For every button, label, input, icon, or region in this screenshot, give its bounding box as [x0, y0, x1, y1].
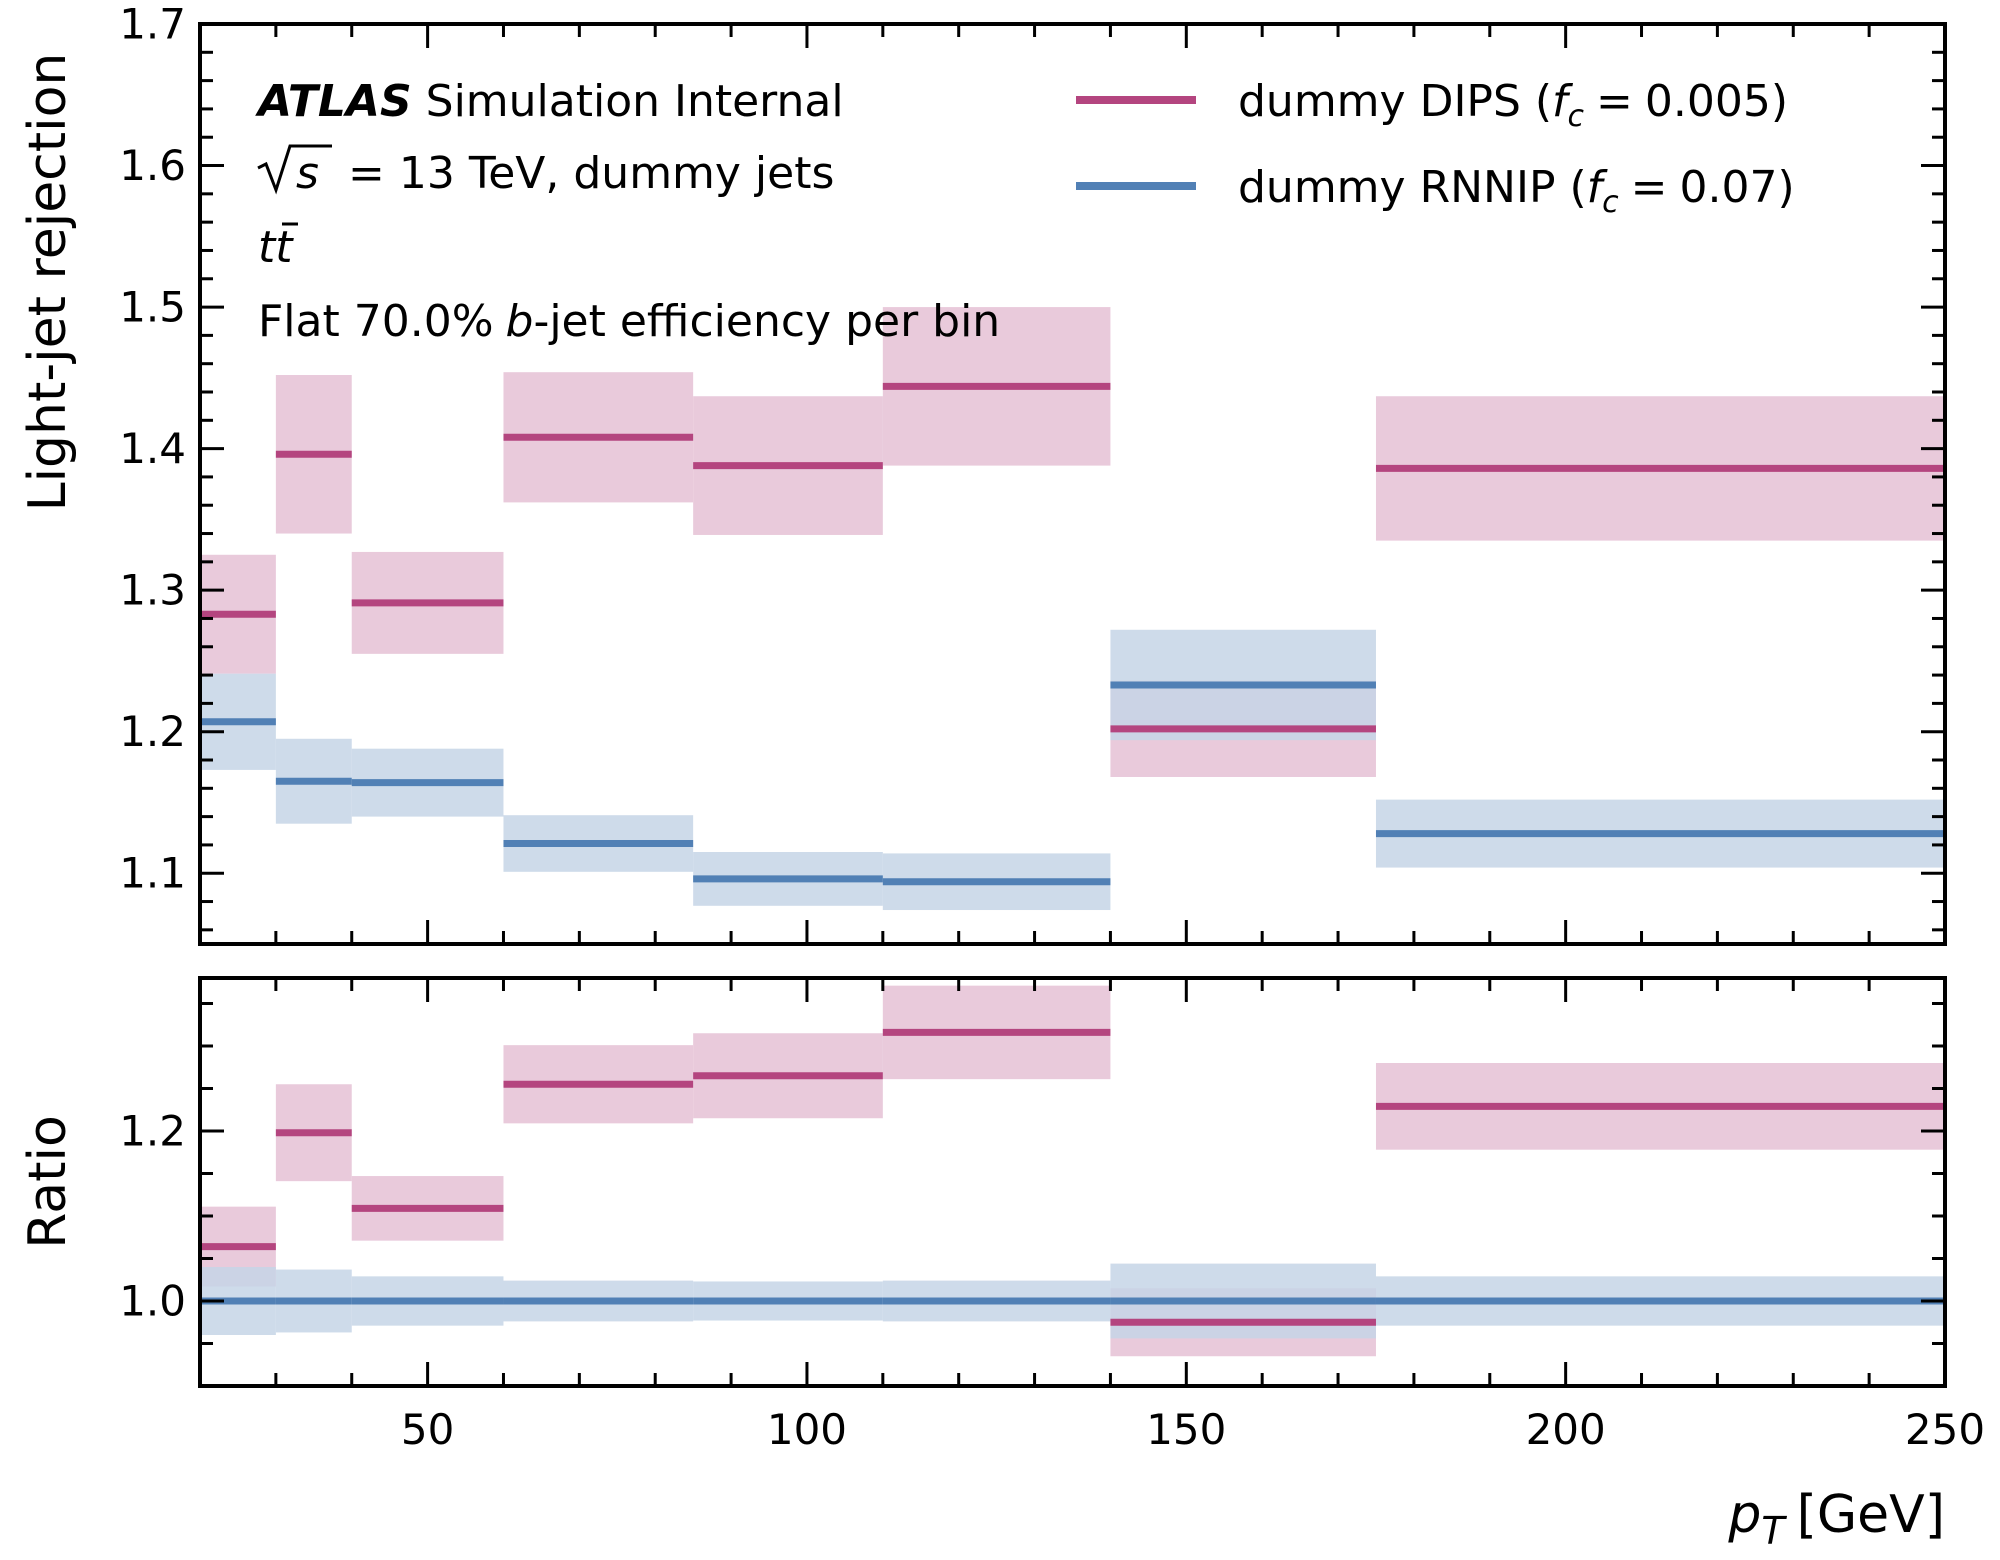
- svg-text:= 13 TeV, dummy jets: = 13 TeV, dummy jets: [348, 148, 834, 199]
- x-tick-label: 50: [401, 1405, 454, 1454]
- ratio-ytick-label: 1.0: [119, 1277, 186, 1326]
- ratio-panel-frame: [198, 976, 1947, 1388]
- legend-entry-rnnip: dummy RNNIP (fc = 0.07): [1238, 162, 1795, 220]
- top-ytick-label: 1.4: [119, 424, 186, 473]
- ratio-y-axis-label: Ratio: [18, 1115, 78, 1249]
- ratio-panel-ticks: [198, 978, 1947, 1388]
- top-panel-lines: [200, 382, 1945, 886]
- ratio-ytick-label: 1.2: [119, 1107, 186, 1156]
- top-ytick-label: 1.1: [119, 849, 186, 898]
- sqrt-symbol: [257, 144, 332, 195]
- top-ytick-label: 1.3: [119, 566, 186, 615]
- x-tick-label: 150: [1146, 1405, 1226, 1454]
- svg-text:tt: tt: [258, 222, 294, 273]
- top-ytick-label: 1.7: [119, 0, 186, 49]
- atlas-label: ATLAS Simulation Internal: [255, 76, 844, 127]
- legend: dummy DIPS (fc = 0.005) dummy RNNIP (fc = 0.…: [1076, 76, 1795, 220]
- top-panel-bands: [200, 307, 1945, 911]
- x-tick-labels: 50 100 150 200 250: [401, 1405, 1985, 1454]
- top-panel-frame: [198, 22, 1947, 946]
- sqrt-s-label: s = 13 TeV, dummy jets: [257, 144, 834, 199]
- sample-label: tt: [258, 222, 298, 273]
- legend-entry-dips: dummy DIPS (fc = 0.005): [1238, 76, 1788, 134]
- top-ytick-label: 1.6: [119, 141, 186, 190]
- ratio-panel-lines: [200, 1028, 1945, 1326]
- x-axis-label: pT [GeV]: [1727, 1485, 1945, 1553]
- x-tick-label: 250: [1905, 1405, 1985, 1454]
- top-ytick-label: 1.2: [119, 707, 186, 756]
- top-y-axis-label: Light-jet rejection: [18, 53, 78, 512]
- ratio-y-tick-labels: 1.0 1.2: [119, 1107, 186, 1326]
- top-y-tick-labels: 1.1 1.2 1.3 1.4 1.5 1.6 1.7: [119, 0, 186, 898]
- top-ytick-label: 1.5: [119, 283, 186, 332]
- x-tick-label: 200: [1526, 1405, 1606, 1454]
- efficiency-label: Flat 70.0% b-jet efficiency per bin: [258, 296, 1000, 347]
- x-tick-label: 100: [767, 1405, 847, 1454]
- svg-text:s: s: [296, 148, 319, 199]
